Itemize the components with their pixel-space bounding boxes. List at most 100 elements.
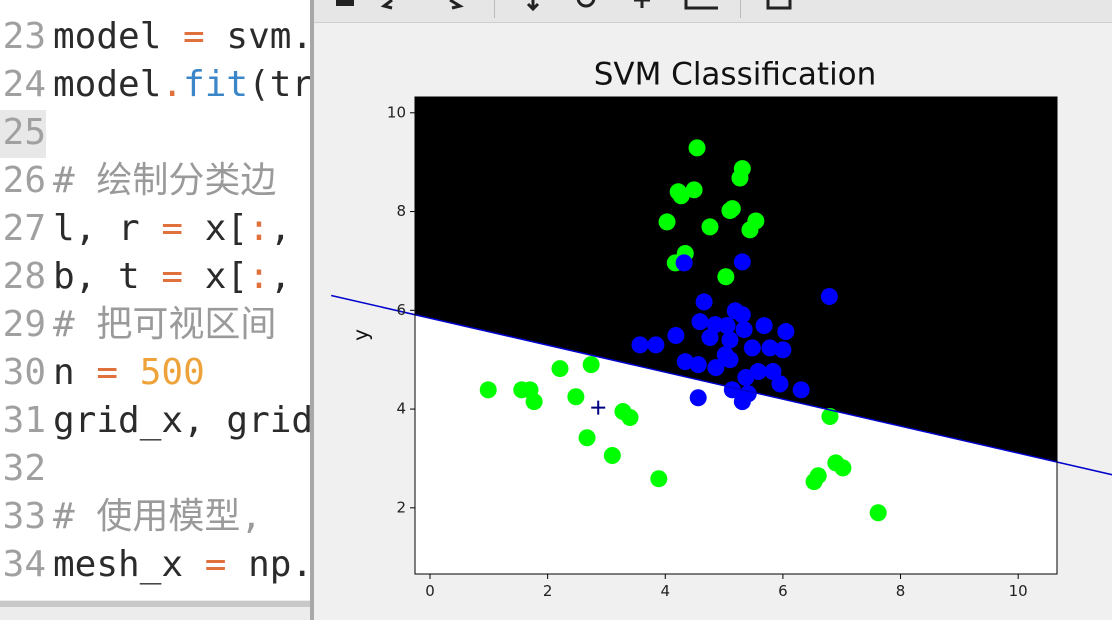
code-token: # 绘制分类边: [53, 160, 276, 201]
code-token: =: [183, 16, 205, 57]
code-token: n: [53, 352, 96, 393]
data-point: [741, 221, 759, 239]
plot: SVM Classification y x 0 2 4 6 8 10 2 4 6 8 10: [331, 57, 1112, 620]
line-number: 26: [3, 160, 46, 201]
code-line: # 把可视区间: [53, 304, 276, 345]
data-point: [735, 321, 753, 339]
y-axis-label: y: [349, 329, 373, 341]
data-point: [737, 368, 755, 386]
data-point: [743, 339, 761, 357]
x-tick-label: 4: [660, 582, 670, 600]
data-point: [733, 253, 751, 271]
data-point: [869, 504, 887, 522]
data-point: [805, 473, 823, 491]
back-button[interactable]: [380, 0, 393, 10]
code-line: # 绘制分类边: [53, 160, 276, 201]
toolbar-bg: [314, 0, 1112, 22]
code-token: grid_x, grid: [53, 400, 313, 441]
data-point: [707, 359, 725, 377]
region-above: [415, 97, 1057, 463]
data-point: [688, 139, 706, 157]
data-point: [603, 446, 621, 464]
line-number: 29: [3, 304, 46, 345]
data-point: [691, 313, 709, 331]
code-token: :: [248, 256, 270, 297]
code-line: l, r = x[:,: [53, 208, 291, 249]
line-number: 27: [3, 208, 46, 249]
data-point: [701, 218, 719, 236]
data-point: [777, 323, 795, 341]
code-token: model: [53, 16, 183, 57]
data-point: [685, 181, 703, 199]
line-number: 25: [3, 112, 46, 153]
data-point: [717, 268, 735, 286]
save-button[interactable]: [766, 0, 792, 10]
code-line: model = svm.: [53, 16, 313, 57]
data-point: [479, 381, 497, 399]
forward-button[interactable]: [449, 0, 464, 10]
data-point: [733, 393, 751, 411]
data-point: [650, 470, 668, 488]
code-token: ,: [270, 256, 292, 297]
code-token: :: [248, 208, 270, 249]
code-token: =: [96, 352, 118, 393]
code-token: x[: [183, 208, 248, 249]
code-token: model: [53, 64, 161, 105]
data-point: [647, 336, 665, 354]
line-number: 34: [3, 544, 46, 585]
x-tick-label: 8: [896, 582, 906, 600]
data-point: [723, 200, 741, 218]
code-token: (tr: [248, 64, 313, 105]
axes-area: [415, 97, 1057, 574]
data-point: [723, 381, 741, 399]
code-token: [118, 352, 140, 393]
pan-button[interactable]: [526, 0, 540, 12]
data-point: [701, 328, 719, 346]
data-point: [792, 381, 810, 399]
scrollbar-thumb[interactable]: [0, 601, 312, 607]
home-button[interactable]: [336, 0, 354, 6]
data-point: [695, 293, 713, 311]
data-point: [567, 388, 585, 406]
y-tick-label: 6: [396, 301, 406, 319]
y-tick-label: 8: [396, 202, 406, 220]
code-line: grid_x, grid: [53, 400, 313, 441]
data-point: [578, 429, 596, 447]
zoom-button[interactable]: [576, 0, 596, 8]
configure-button[interactable]: [634, 0, 650, 8]
code-token: svm.: [205, 16, 313, 57]
code-token: b, t: [53, 256, 161, 297]
code-token: np.: [226, 544, 313, 585]
line-number: 23: [3, 16, 46, 57]
x-tick-label: 0: [425, 582, 435, 600]
data-point: [689, 389, 707, 407]
line-number: 30: [3, 352, 46, 393]
window-border: [310, 0, 314, 620]
edit-button[interactable]: [684, 0, 718, 10]
data-point: [764, 363, 782, 381]
code-token: .: [161, 64, 183, 105]
code-token: # 使用模型,: [53, 496, 262, 537]
test-point: [591, 400, 606, 415]
y-tick-label: 2: [396, 498, 406, 516]
code-token: mesh_x: [53, 544, 205, 585]
data-point: [551, 360, 569, 378]
data-point: [731, 169, 749, 187]
line-number: 28: [3, 256, 46, 297]
code-line: mesh_x = np.: [53, 544, 313, 585]
current-line-highlight: [0, 110, 46, 158]
data-point: [582, 356, 600, 374]
x-tick-label: 6: [778, 582, 788, 600]
x-tick-label: 10: [1009, 582, 1028, 600]
y-tick-label: 4: [396, 400, 406, 418]
code-token: # 把可视区间: [53, 304, 276, 345]
decision-boundary: [331, 294, 1112, 476]
x-tick-label: 2: [543, 582, 553, 600]
data-point: [658, 213, 676, 231]
data-point: [631, 336, 649, 354]
data-point: [676, 353, 694, 371]
code-token: x[: [183, 256, 248, 297]
data-point: [755, 317, 773, 335]
